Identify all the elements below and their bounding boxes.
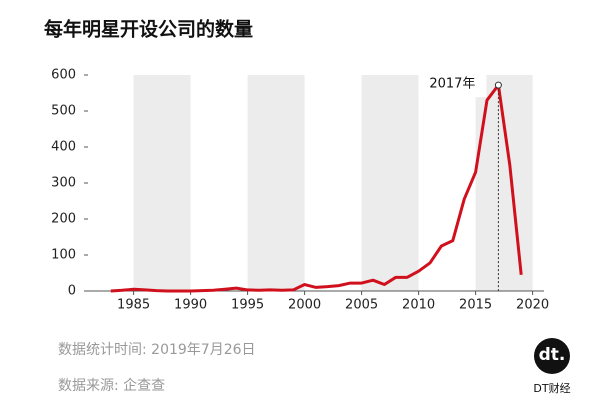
x-tick-label: 1985 — [117, 298, 150, 313]
x-tick-label: 2020 — [516, 298, 549, 313]
y-tick-label: 100 — [51, 248, 76, 263]
logo-mark: dt. — [539, 345, 566, 365]
line — [110, 83, 523, 293]
annotation-label: 2017年 — [429, 77, 475, 92]
annotation-box — [418, 71, 487, 98]
y-tick-label: 500 — [51, 104, 76, 119]
y-tick-label: 400 — [51, 140, 76, 155]
chart-title: 每年明星开设公司的数量 — [44, 18, 253, 41]
logo-circle — [534, 338, 570, 374]
band — [247, 75, 305, 291]
source: 数据来源: 企查查 — [58, 377, 165, 394]
band — [133, 75, 191, 291]
x-tick-label: 2000 — [288, 298, 321, 313]
annotation-point — [494, 81, 502, 89]
plot: 0 100 200 300 400 500 600 1985 1990 1995 2000 2005 2… — [51, 68, 549, 313]
x-tick-label: 2010 — [402, 298, 435, 313]
x-tick-label: 2015 — [459, 298, 492, 313]
y-tick-label: 300 — [51, 176, 76, 191]
band — [475, 75, 533, 291]
y-tick-label: 600 — [51, 68, 76, 83]
y-tick-label: 200 — [51, 212, 76, 227]
y-tick-label: 0 — [68, 284, 76, 299]
band — [361, 75, 419, 291]
x-tick-label: 2005 — [345, 298, 378, 313]
x-tick-label: 1990 — [174, 298, 207, 313]
date-note: 数据统计时间: 2019年7月26日 — [58, 342, 256, 358]
logo-name: DT财经 — [533, 381, 570, 395]
x-tick-label: 1995 — [231, 298, 264, 313]
